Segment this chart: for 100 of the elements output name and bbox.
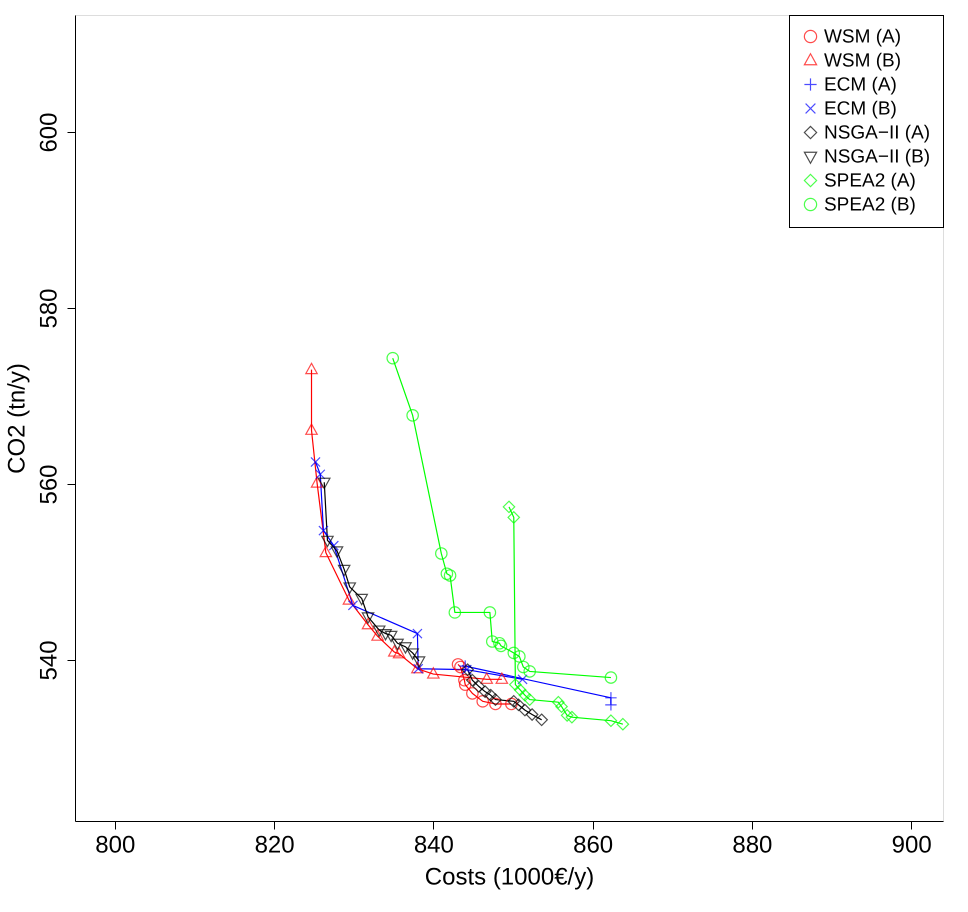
point — [604, 698, 618, 712]
point — [318, 525, 329, 536]
x-axis-title: Costs (1000€/y) — [424, 864, 594, 890]
point — [476, 695, 490, 708]
legend-label: NSGA−II (B) — [824, 146, 930, 168]
point — [406, 648, 419, 660]
x-tick-label: 860 — [573, 832, 614, 858]
point — [604, 671, 618, 684]
x-tick-label: 820 — [254, 832, 295, 858]
point — [514, 684, 526, 696]
y-tick-label: 580 — [36, 288, 62, 329]
point — [489, 698, 502, 710]
point — [328, 540, 339, 551]
y-axis-title: CO2 (tn/y) — [4, 363, 30, 474]
point — [305, 423, 318, 435]
point — [507, 511, 520, 524]
legend-label: ECM (A) — [824, 74, 897, 96]
point — [372, 625, 386, 637]
point — [330, 546, 344, 558]
point — [362, 612, 374, 624]
point — [502, 500, 516, 514]
point — [496, 672, 508, 684]
point — [458, 674, 471, 687]
y-tick-label: 560 — [36, 464, 62, 505]
point — [321, 536, 334, 548]
x-tick-label: 840 — [414, 832, 454, 858]
point — [318, 478, 331, 490]
point — [484, 688, 497, 702]
point — [507, 646, 520, 660]
point — [472, 680, 486, 693]
point — [509, 678, 522, 691]
point — [523, 665, 536, 678]
point — [348, 600, 358, 611]
point — [458, 660, 472, 672]
point — [513, 650, 526, 663]
point — [484, 606, 496, 619]
point — [486, 635, 499, 648]
point — [310, 456, 321, 468]
point — [392, 646, 406, 658]
point — [505, 698, 518, 710]
point — [507, 695, 520, 708]
point — [452, 658, 464, 671]
point — [412, 656, 426, 668]
point — [435, 547, 448, 560]
point — [466, 687, 479, 700]
point — [512, 698, 525, 712]
point — [444, 569, 456, 582]
point — [371, 629, 384, 641]
legend-label: SPEA2 (A) — [824, 170, 916, 192]
point — [555, 700, 568, 713]
legend-label: WSM (A) — [824, 26, 902, 48]
point — [342, 593, 356, 605]
point — [560, 709, 574, 722]
legend-label: WSM (B) — [824, 50, 902, 72]
point — [493, 636, 506, 650]
point — [518, 704, 532, 716]
point — [466, 674, 479, 687]
point — [480, 672, 494, 684]
point — [406, 409, 419, 422]
point — [616, 718, 630, 731]
x-tick-label: 800 — [95, 832, 136, 858]
legend-label: NSGA−II (A) — [824, 122, 930, 144]
point — [427, 667, 440, 679]
point — [320, 546, 332, 558]
point — [523, 693, 536, 706]
point — [355, 594, 368, 606]
point — [566, 710, 578, 724]
point — [379, 628, 392, 640]
point — [489, 693, 502, 706]
point — [526, 708, 538, 721]
point — [399, 642, 412, 654]
point — [388, 645, 401, 657]
point — [386, 352, 400, 364]
legend-label: SPEA2 (B) — [824, 194, 916, 216]
point — [412, 628, 423, 639]
point — [343, 582, 356, 594]
point — [391, 638, 404, 650]
point — [362, 618, 374, 630]
point — [518, 688, 532, 702]
point — [604, 714, 618, 727]
point — [315, 469, 326, 480]
point — [552, 696, 565, 709]
x-tick-label: 880 — [732, 832, 772, 858]
point — [448, 606, 462, 619]
point — [440, 567, 454, 580]
point — [454, 660, 467, 674]
point — [384, 630, 398, 642]
point — [494, 640, 508, 652]
point — [305, 362, 318, 374]
y-tick-label: 540 — [36, 640, 62, 680]
point — [338, 564, 350, 576]
point — [535, 714, 548, 726]
legend-label: ECM (B) — [824, 98, 897, 120]
point — [517, 674, 528, 684]
y-tick-label: 600 — [36, 112, 62, 153]
point — [310, 476, 324, 488]
point — [517, 660, 530, 674]
x-tick-label: 900 — [892, 832, 932, 858]
point — [458, 678, 472, 691]
point — [478, 685, 492, 698]
